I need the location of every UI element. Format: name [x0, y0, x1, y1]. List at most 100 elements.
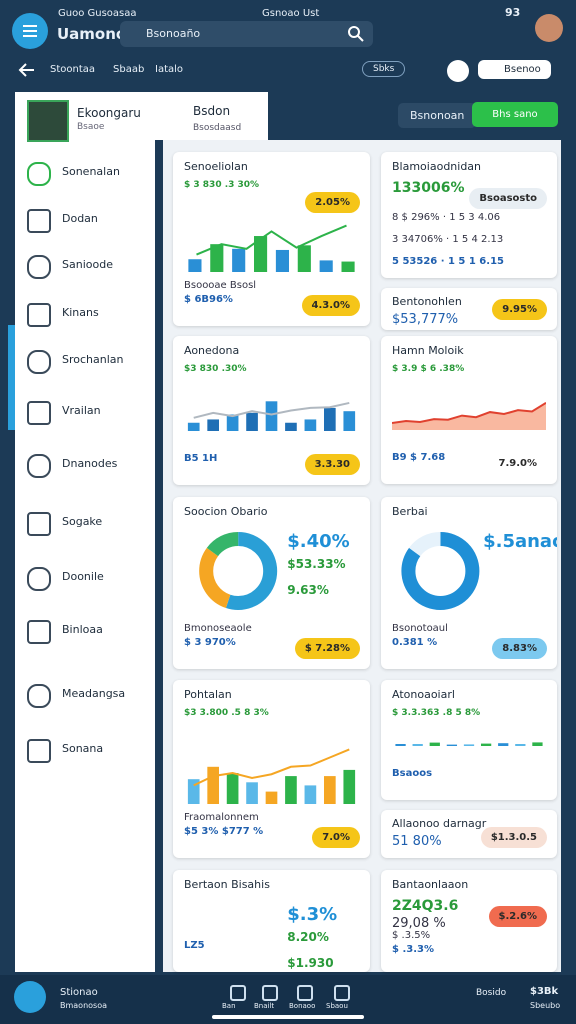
- search-box[interactable]: Bsonoaño: [120, 21, 373, 47]
- menu-icon[interactable]: [27, 162, 51, 186]
- primary-button[interactable]: Bhs sano: [472, 102, 558, 127]
- donut-segment: [199, 532, 278, 610]
- active-indicator: [8, 325, 15, 430]
- chart: [395, 742, 543, 746]
- menu-item[interactable]: Sonenalan: [62, 165, 120, 178]
- menu-item[interactable]: Dodan: [62, 212, 98, 225]
- badge[interactable]: $.2.6%: [488, 906, 547, 927]
- avatar[interactable]: [535, 14, 563, 42]
- bar: [187, 779, 200, 804]
- bar: [187, 422, 200, 431]
- tab-label[interactable]: Sbaou: [326, 1002, 348, 1010]
- card-title: Bertaon Bisahis: [184, 878, 270, 891]
- card: Hamn Moloik $ 3.9 $ 6 .38% B9 $ 7.68 7.9.0%: [381, 336, 557, 484]
- card: Blamoiaodnidan 133006% 8 $ 296% · 1 5 3 4.…: [381, 152, 557, 278]
- nav-home[interactable]: [14, 981, 46, 1013]
- bar: [304, 419, 317, 431]
- status-right: 93: [505, 6, 521, 19]
- card-subtitle: $3 3.800 .5 8 3%: [184, 708, 269, 718]
- card-title: Allaonoo darnagr: [392, 817, 487, 830]
- line: [193, 401, 350, 419]
- card-subtitle: 2Z4Q3.6: [392, 898, 459, 914]
- chip[interactable]: Sbks: [362, 61, 406, 77]
- tab-icon[interactable]: [230, 985, 246, 1001]
- app-title: Uamonoá: [57, 25, 137, 43]
- card-text: 29,08 %: [392, 916, 446, 931]
- menu-item[interactable]: Sogake: [62, 515, 103, 528]
- menu-item[interactable]: Dnanodes: [62, 457, 118, 470]
- badge[interactable]: 2.05%: [305, 192, 360, 213]
- menu-item[interactable]: Binloaa: [62, 623, 103, 636]
- menu-item[interactable]: Sonana: [62, 742, 104, 755]
- badge[interactable]: 7.0%: [312, 827, 360, 848]
- menu-icon[interactable]: [27, 620, 51, 644]
- menu-item[interactable]: Srochanlan: [62, 353, 124, 366]
- badge[interactable]: 7.9.0%: [488, 453, 547, 474]
- card-text: 0.381 %: [392, 637, 438, 648]
- tab-label[interactable]: Ban: [222, 1002, 236, 1010]
- menu-item[interactable]: Sanioode: [62, 258, 113, 271]
- tab-label[interactable]: Bnailt: [254, 1002, 275, 1010]
- side-value: 8.20%: [287, 930, 329, 944]
- bar: [246, 412, 258, 431]
- badge[interactable]: 4.3.0%: [301, 295, 360, 316]
- badge[interactable]: 9.95%: [492, 299, 547, 320]
- side-value: $53.33%: [287, 557, 346, 571]
- breadcrumb[interactable]: Sbaab: [113, 64, 145, 75]
- menu-item[interactable]: Vrailan: [62, 404, 101, 417]
- menu-item[interactable]: Kinans: [62, 306, 99, 319]
- menu-button[interactable]: [12, 13, 48, 49]
- card-text: $53,777%: [392, 312, 459, 327]
- bar: [210, 244, 224, 272]
- bar: [188, 259, 202, 272]
- badge[interactable]: $1.3.0.5: [480, 827, 547, 848]
- card-text: B9 $ 7.68: [392, 452, 446, 463]
- icon-button[interactable]: [447, 60, 469, 82]
- search-text: Bsonoaño: [146, 27, 201, 40]
- tab-icon[interactable]: [262, 985, 278, 1001]
- menu-icon[interactable]: [27, 350, 51, 374]
- bar: [343, 769, 356, 804]
- badge[interactable]: 3.3.30: [304, 454, 360, 475]
- menu-icon[interactable]: [27, 739, 51, 763]
- bar: [463, 744, 475, 746]
- menu-icon[interactable]: [27, 255, 51, 279]
- card: Pohtalan $3 3.800 .5 8 3% Fraomalonnem $5 3…: [173, 680, 370, 858]
- menu-icon[interactable]: [27, 209, 51, 233]
- tab-icon[interactable]: [297, 985, 313, 1001]
- menu-item[interactable]: Doonile: [62, 570, 104, 583]
- badge[interactable]: 8.83%: [492, 638, 547, 659]
- card-text: 3 34706% · 1 5 4 2.13: [392, 234, 504, 245]
- secondary-button[interactable]: Bsnonoan: [398, 103, 477, 128]
- tab-label[interactable]: Bonaoo: [289, 1002, 316, 1010]
- menu-icon[interactable]: [27, 684, 51, 708]
- chart: [392, 401, 546, 430]
- panel-subtitle: Bsosdaasd: [193, 123, 242, 133]
- card-title: Pohtalan: [184, 688, 232, 701]
- card-title: Blamoiaodnidan: [392, 160, 482, 173]
- chart: [187, 401, 356, 431]
- back-button[interactable]: [18, 62, 36, 78]
- bar: [480, 743, 492, 746]
- badge[interactable]: $ 7.28%: [294, 638, 360, 659]
- bar: [285, 422, 297, 431]
- menu-item[interactable]: Meadangsa: [62, 687, 126, 700]
- nav-status: Bosido: [476, 988, 507, 998]
- menu-icon[interactable]: [27, 303, 51, 327]
- bar: [226, 773, 239, 804]
- menu-icon[interactable]: [27, 454, 51, 478]
- menu-icon[interactable]: [27, 512, 51, 536]
- badge[interactable]: Bsoasosto: [469, 188, 547, 209]
- bar: [343, 411, 356, 431]
- tab-icon[interactable]: [334, 985, 350, 1001]
- bar: [498, 743, 509, 746]
- card-title: Bantaonlaaon: [392, 878, 469, 891]
- card-subtitle: $ 3 830 .3 30%: [184, 180, 260, 190]
- breadcrumb[interactable]: Iatalo: [155, 64, 184, 75]
- profile-name: Ekoongaru: [77, 106, 141, 120]
- menu-icon[interactable]: [27, 401, 51, 425]
- user-chip[interactable]: Bsenoo: [478, 60, 551, 79]
- area: [392, 402, 546, 430]
- breadcrumb[interactable]: Stoontaa: [50, 64, 96, 75]
- menu-icon[interactable]: [27, 567, 51, 591]
